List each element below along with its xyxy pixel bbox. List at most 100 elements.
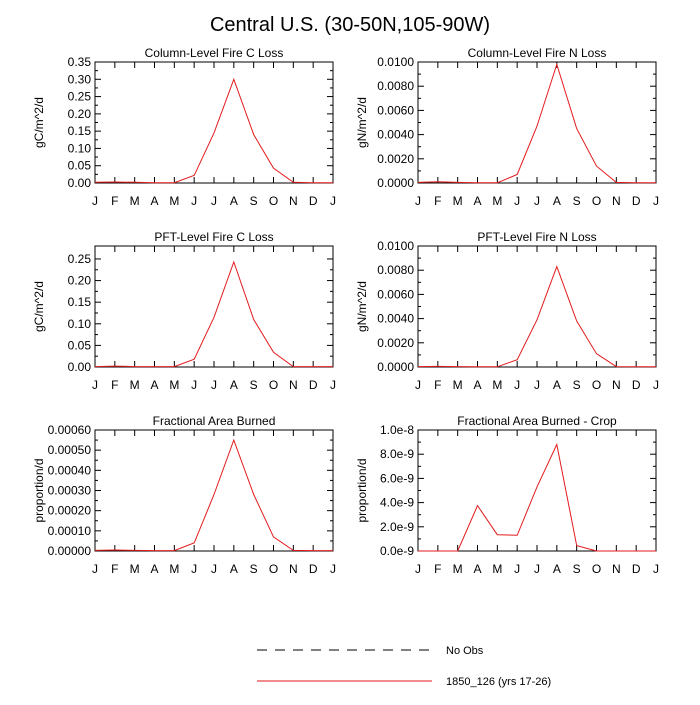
x-tick-label: J [514, 378, 520, 392]
figure-title: Central U.S. (30-50N,105-90W) [209, 14, 491, 36]
plot-frame [94, 61, 334, 184]
x-tick-label: O [592, 378, 601, 392]
x-tick-label: M [169, 562, 179, 576]
y-tick-label: 0.15 [68, 295, 92, 309]
y-tick-label: 0.05 [68, 338, 92, 352]
y-tick-label: 0.15 [68, 124, 92, 138]
x-tick-label: J [330, 562, 336, 576]
x-tick-label: O [592, 562, 601, 576]
x-tick-label: J [211, 562, 217, 576]
plot-frame [94, 429, 334, 552]
y-tick-label: 0.00010 [48, 524, 92, 538]
y-tick-label: 1.0e-8 [380, 423, 414, 437]
x-tick-label: N [289, 194, 298, 208]
y-tick-label: 0.20 [68, 274, 92, 288]
x-tick-label: A [553, 378, 561, 392]
x-tick-label: J [534, 194, 540, 208]
plot-frame [94, 245, 334, 368]
panel-title: Fractional Area Burned - Crop [457, 414, 617, 428]
x-tick-label: J [514, 194, 520, 208]
x-tick-label: J [330, 378, 336, 392]
x-tick-label: N [612, 562, 621, 576]
x-tick-label: N [612, 378, 621, 392]
x-tick-label: A [150, 378, 158, 392]
y-tick-label: 0.0040 [377, 312, 414, 326]
x-tick-label: A [150, 194, 158, 208]
y-tick-label: 0.0020 [377, 336, 414, 350]
x-tick-label: A [553, 194, 561, 208]
y-axis-label: gC/m^2/d [32, 97, 46, 148]
x-tick-label: J [415, 194, 421, 208]
x-tick-label: J [211, 194, 217, 208]
plot-frame [417, 61, 657, 184]
x-tick-label: J [92, 378, 98, 392]
y-tick-label: 0.00040 [48, 463, 92, 477]
x-tick-label: F [111, 194, 118, 208]
series-line [417, 62, 656, 184]
y-tick-label: 0.00 [68, 360, 92, 374]
legend-label: No Obs [446, 645, 484, 657]
x-tick-label: A [230, 378, 238, 392]
series-line [417, 265, 656, 368]
panel-title: PFT-Level Fire N Loss [477, 230, 596, 244]
x-tick-label: J [534, 562, 540, 576]
x-tick-label: J [191, 562, 197, 576]
x-tick-label: M [130, 194, 140, 208]
y-tick-label: 0.00060 [48, 423, 92, 437]
x-tick-label: M [130, 562, 140, 576]
x-tick-label: J [415, 562, 421, 576]
x-tick-label: J [92, 194, 98, 208]
y-tick-label: 0.35 [68, 55, 92, 69]
x-tick-label: A [473, 194, 481, 208]
x-tick-label: F [434, 378, 441, 392]
x-tick-label: D [309, 194, 318, 208]
y-tick-label: 0.25 [68, 252, 92, 266]
y-tick-label: 0.0100 [377, 239, 414, 253]
x-tick-label: J [653, 378, 659, 392]
x-tick-label: A [473, 562, 481, 576]
y-tick-label: 0.00020 [48, 504, 92, 518]
x-tick-label: M [492, 378, 502, 392]
x-tick-label: N [289, 378, 298, 392]
series-line [94, 77, 333, 184]
x-tick-label: M [169, 194, 179, 208]
x-tick-label: J [211, 378, 217, 392]
x-tick-label: O [269, 562, 278, 576]
series-line [94, 260, 333, 368]
y-tick-label: 4.0e-9 [380, 496, 414, 510]
series-line [94, 438, 333, 552]
y-tick-label: 0.0000 [377, 176, 414, 190]
y-tick-label: 0.10 [68, 141, 92, 155]
y-tick-label: 0.0100 [377, 55, 414, 69]
x-tick-label: M [169, 378, 179, 392]
x-tick-label: M [130, 378, 140, 392]
x-tick-label: F [111, 562, 118, 576]
x-tick-label: A [473, 378, 481, 392]
x-tick-label: M [453, 378, 463, 392]
x-tick-label: M [453, 194, 463, 208]
y-tick-label: 0.0020 [377, 152, 414, 166]
x-tick-label: J [191, 378, 197, 392]
y-tick-label: 0.00050 [48, 443, 92, 457]
panel-title: Column-Level Fire N Loss [468, 46, 607, 60]
x-tick-label: A [230, 562, 238, 576]
x-tick-label: A [553, 562, 561, 576]
x-tick-label: D [309, 378, 318, 392]
y-axis-label: gN/m^2/d [355, 281, 369, 332]
y-tick-label: 0.00030 [48, 484, 92, 498]
x-tick-label: J [415, 378, 421, 392]
y-tick-label: 0.05 [68, 159, 92, 173]
x-tick-label: M [453, 562, 463, 576]
y-tick-label: 0.0040 [377, 128, 414, 142]
x-tick-label: S [573, 194, 581, 208]
x-tick-label: D [632, 378, 641, 392]
x-tick-label: S [250, 562, 258, 576]
y-tick-label: 0.0000 [377, 360, 414, 374]
y-tick-label: 0.25 [68, 90, 92, 104]
y-tick-label: 0.0080 [377, 79, 414, 93]
panel-title: Column-Level Fire C Loss [145, 46, 284, 60]
plot-frame [417, 429, 657, 552]
x-tick-label: A [230, 194, 238, 208]
